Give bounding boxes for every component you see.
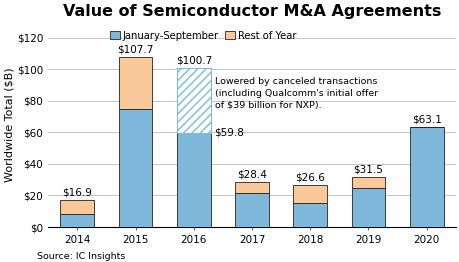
Bar <box>60 215 94 227</box>
Bar <box>177 68 210 133</box>
Text: $28.4: $28.4 <box>236 170 266 179</box>
Bar <box>118 57 152 109</box>
Bar <box>60 200 94 215</box>
Bar <box>177 133 210 227</box>
Bar <box>351 177 385 188</box>
Bar <box>351 188 385 227</box>
Y-axis label: Worldwide Total ($B): Worldwide Total ($B) <box>4 67 14 182</box>
Bar <box>235 182 269 193</box>
Text: Source: IC Insights: Source: IC Insights <box>37 252 125 261</box>
Bar <box>235 193 269 227</box>
Text: $100.7: $100.7 <box>175 55 212 65</box>
Text: $107.7: $107.7 <box>117 44 153 54</box>
Text: Lowered by canceled transactions
(including Qualcomm's initial offer
of $39 bill: Lowered by canceled transactions (includ… <box>215 77 378 110</box>
Title: Value of Semiconductor M&A Agreements: Value of Semiconductor M&A Agreements <box>63 4 440 19</box>
Bar <box>293 203 326 227</box>
Bar <box>118 109 152 227</box>
Text: $59.8: $59.8 <box>214 128 243 138</box>
Legend: January-September, Rest of Year: January-September, Rest of Year <box>106 27 300 45</box>
Bar <box>409 127 442 227</box>
Bar <box>293 185 326 203</box>
Text: $26.6: $26.6 <box>295 172 325 182</box>
Text: $31.5: $31.5 <box>353 165 383 174</box>
Text: $16.9: $16.9 <box>62 188 92 198</box>
Text: $63.1: $63.1 <box>411 114 441 124</box>
Bar <box>177 68 210 133</box>
